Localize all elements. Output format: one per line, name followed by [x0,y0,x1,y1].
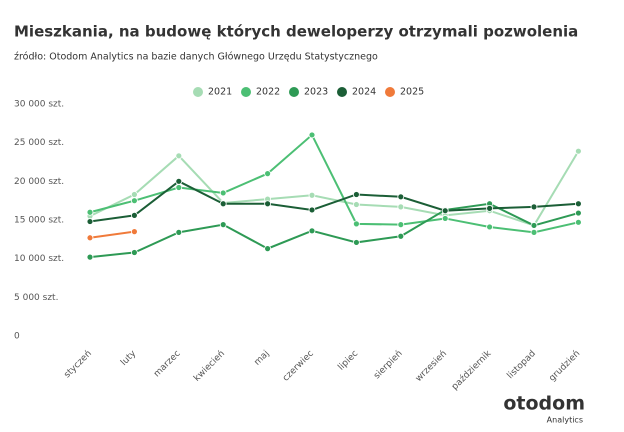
chart-subtitle: źródło: Otodom Analytics na bazie danych… [14,52,378,63]
x-tick-label: listopad [506,349,538,381]
point [264,200,272,208]
point [530,228,538,236]
point [130,249,138,256]
legend-swatch [385,87,395,97]
point [219,221,227,229]
point [486,204,494,212]
series-line [89,150,580,227]
point [130,228,138,236]
point [264,170,272,178]
point [397,221,405,229]
chart-title: Mieszkania, na budowę których deweloperz… [14,23,578,41]
point [441,207,449,215]
legend-label: 2022 [256,87,280,98]
point [575,200,582,208]
x-tick-label: czerwiec [281,349,316,384]
point [575,218,582,226]
point [86,218,94,225]
y-tick-label: 10 000 szt. [14,254,64,264]
legend-label: 2024 [352,87,376,98]
point [175,177,183,185]
legend-label: 2023 [304,87,328,98]
point [175,152,183,160]
series-line [89,230,135,239]
y-tick-label: 15 000 szt. [14,216,64,226]
point [86,253,94,261]
y-tick-label: 5 000 szt. [14,293,58,303]
series-line [89,180,579,223]
x-tick-label: grudzień [547,349,582,384]
point [352,201,360,208]
point [575,209,582,217]
x-tick-label: marzec [152,349,183,380]
point [130,211,138,219]
legend-label: 2025 [400,87,424,98]
y-tick-label: 20 000 szt. [14,177,64,187]
point [130,191,138,198]
point [486,223,494,231]
y-tick-label: 30 000 szt. [14,100,64,110]
legend-swatch [241,87,251,97]
y-tick-label: 0 [14,332,20,342]
point [530,203,538,211]
point [575,147,582,155]
point [308,131,316,139]
point [352,239,360,246]
legend-swatch [289,87,299,97]
point [397,203,405,211]
y-tick-label: 25 000 szt. [14,138,64,148]
legend-label: 2021 [208,87,232,98]
point [397,232,405,240]
x-tick-label: styczeń [62,349,93,380]
point [175,228,183,236]
point [86,234,94,242]
point [219,189,227,197]
point [530,222,538,229]
point [264,245,272,253]
point [352,220,360,228]
x-tick-label: lipiec [336,349,360,373]
point [175,184,183,191]
x-tick-label: maj [253,349,272,368]
x-tick-label: kwiecień [192,349,227,384]
point [308,206,316,214]
x-tick-label: sierpień [372,349,404,381]
x-tick-label: luty [119,348,139,368]
series-line [89,202,579,259]
series-line [89,133,579,234]
point [308,191,316,199]
logo: otodom [503,393,585,415]
point [130,197,138,205]
x-tick-label: wrzesień [414,349,449,384]
point [308,227,316,235]
point [219,200,227,208]
point [352,191,360,198]
x-tick-label: październik [450,348,494,392]
point [441,215,449,222]
legend-swatch [337,87,347,97]
point [86,208,94,216]
point [397,193,405,201]
legend-swatch [193,87,203,97]
logo-sub: Analytics [547,416,583,425]
